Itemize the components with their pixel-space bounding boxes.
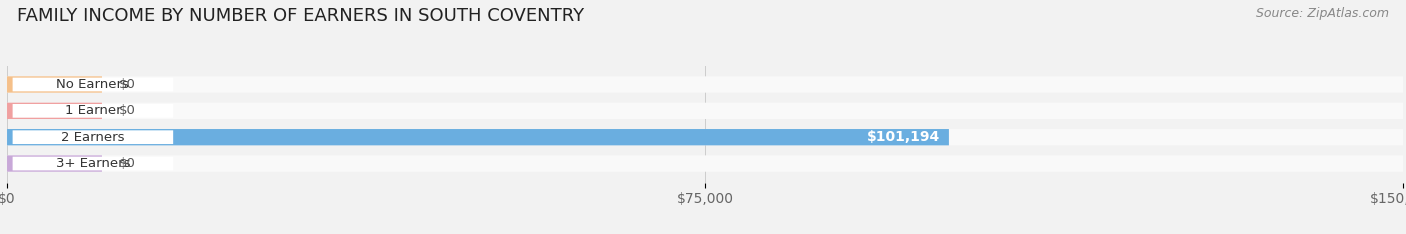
- FancyBboxPatch shape: [7, 76, 1403, 93]
- Text: No Earners: No Earners: [56, 78, 129, 91]
- Text: $0: $0: [118, 157, 135, 170]
- FancyBboxPatch shape: [13, 157, 173, 170]
- FancyBboxPatch shape: [13, 78, 173, 91]
- Text: 3+ Earners: 3+ Earners: [56, 157, 131, 170]
- FancyBboxPatch shape: [7, 155, 103, 172]
- FancyBboxPatch shape: [7, 155, 1403, 172]
- Text: FAMILY INCOME BY NUMBER OF EARNERS IN SOUTH COVENTRY: FAMILY INCOME BY NUMBER OF EARNERS IN SO…: [17, 7, 583, 25]
- FancyBboxPatch shape: [7, 129, 1403, 145]
- FancyBboxPatch shape: [13, 130, 173, 144]
- FancyBboxPatch shape: [13, 104, 173, 118]
- Text: 1 Earner: 1 Earner: [65, 104, 121, 117]
- FancyBboxPatch shape: [7, 103, 103, 119]
- FancyBboxPatch shape: [7, 103, 1403, 119]
- FancyBboxPatch shape: [7, 129, 949, 145]
- Text: $101,194: $101,194: [868, 130, 941, 144]
- FancyBboxPatch shape: [7, 76, 103, 93]
- Text: Source: ZipAtlas.com: Source: ZipAtlas.com: [1256, 7, 1389, 20]
- Text: 2 Earners: 2 Earners: [60, 131, 125, 144]
- Text: $0: $0: [118, 78, 135, 91]
- Text: $0: $0: [118, 104, 135, 117]
